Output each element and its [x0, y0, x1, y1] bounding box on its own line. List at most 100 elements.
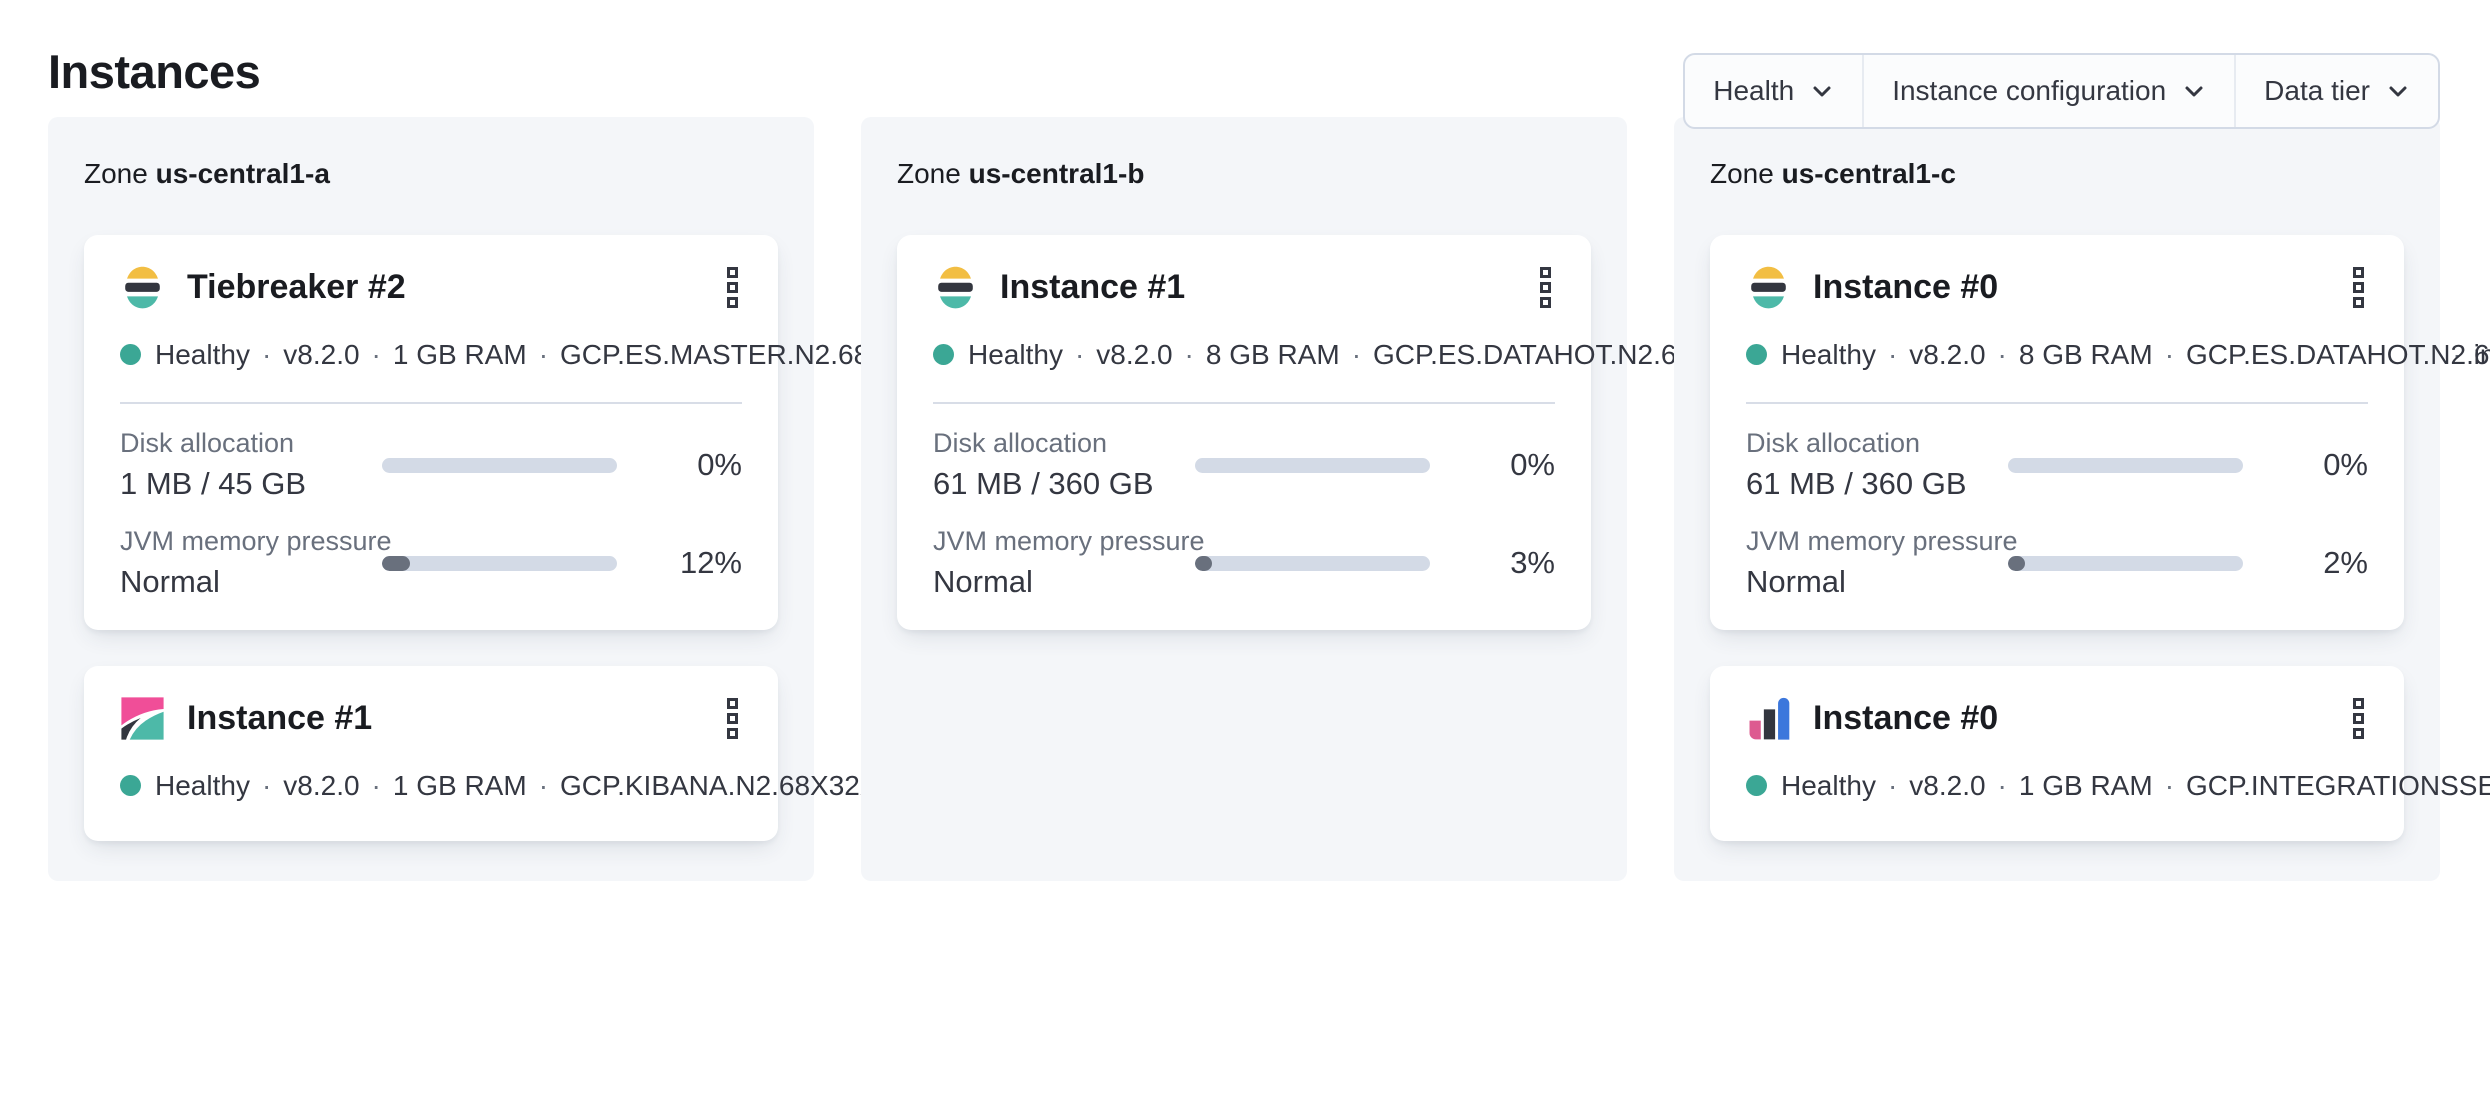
instance-card: Instance #1 Healthy · v8.2.0 · 8 GB RAM · GCP.E… [897, 235, 2490, 630]
meta-token: v8.2.0 [1096, 339, 1173, 370]
progress-bar-track [382, 457, 617, 473]
elasticsearch-logo-icon [125, 266, 160, 309]
meta-separator: · [2452, 339, 2462, 370]
metric-percent: 0% [1510, 447, 1555, 482]
metric-percent: 0% [2323, 447, 2368, 482]
metric-label: JVM memory pressure [1746, 526, 2018, 556]
zone-header: Zone us-central1-a [84, 157, 778, 191]
progress-bar-track [2008, 457, 2243, 473]
instance-card-header: Instance #1 [120, 696, 742, 741]
metric-row: JVM memory pressure Normal 3% [933, 526, 1555, 600]
zone-column-us-central1-b: Zone us-central1-b Instance #1 Healthy · v8.… [861, 117, 2490, 881]
metric-label: Disk allocation [1746, 428, 1921, 458]
metric-label: JVM memory pressure [120, 526, 392, 556]
instance-meta: Healthy · v8.2.0 · 8 GB RAM · GCP.ES.DATAHOT.N… [933, 330, 2490, 380]
meta-separator: · [261, 339, 272, 370]
instance-menu-button[interactable] [723, 696, 742, 741]
meta-token: 1 GB RAM [392, 770, 527, 801]
meta-separator: · [538, 339, 549, 370]
metric-label: Disk allocation [933, 428, 1108, 458]
instance-card: Tiebreaker #2 Healthy · v8.2.0 · 1 GB RAM · GCP… [84, 235, 1183, 630]
filter-button-health[interactable]: Health [1685, 55, 1862, 127]
card-divider [1746, 402, 2368, 404]
metric-row: JVM memory pressure Normal 2% [1746, 526, 2368, 600]
health-dot-icon [1746, 775, 1767, 796]
filter-bar: Health Instance configuration Data tier [1683, 53, 2440, 129]
meta-separator: · [371, 770, 381, 801]
filter-button-instance-configuration[interactable]: Instance configuration [1862, 55, 2234, 127]
zone-name: us-central1-a [155, 158, 330, 189]
metric-text: Disk allocation 1 MB / 45 GB [120, 428, 352, 502]
metric-row: JVM memory pressure Normal 12% [120, 526, 742, 600]
elasticsearch-logo-icon [938, 266, 973, 309]
boxes-vertical-icon [2353, 713, 2364, 724]
instance-meta: Healthy · v8.2.0 · 1 GB RAM · GCP.INTEGRATIONS… [1746, 761, 2490, 811]
metric-text: Disk allocation 61 MB / 360 GB [1746, 428, 1978, 502]
zone-column-us-central1-a: Zone us-central1-a Tiebreaker #2 Healthy · v… [48, 117, 1183, 881]
boxes-vertical-icon [2353, 728, 2364, 739]
instance-card: Instance #1 Healthy · v8.2.0 · 1 GB RAM · GCP.K… [84, 666, 910, 841]
metric-value: 61 MB / 360 GB [1746, 466, 1967, 501]
meta-separator: · [2164, 770, 2175, 801]
meta-token: v8.2.0 [283, 770, 360, 801]
instance-menu-button[interactable] [2349, 265, 2368, 310]
metric-label: JVM memory pressure [933, 526, 1205, 556]
chevron-down-icon [2185, 86, 2203, 97]
filter-button-data-tier[interactable]: Data tier [2234, 55, 2438, 127]
meta-token: 8 GB RAM [2018, 339, 2153, 370]
instance-card-header: Tiebreaker #2 [120, 265, 742, 310]
health-dot-icon [120, 344, 141, 365]
zone-column-us-central1-c: Zone us-central1-c Instance #0 Healthy · v8.… [1674, 117, 2490, 881]
health-status: Healthy [155, 770, 250, 801]
boxes-vertical-icon [1540, 267, 1551, 278]
instance-card-header: Instance #1 [933, 265, 1555, 310]
meta-separator: · [2164, 339, 2175, 370]
health-dot-icon [1746, 344, 1767, 365]
instance-menu-button[interactable] [1536, 265, 1555, 310]
instance-title: Tiebreaker #2 [187, 268, 406, 306]
metric-percent: 12% [679, 545, 742, 580]
metric-percent: 2% [2323, 545, 2368, 580]
metric-text: JVM memory pressure Normal [933, 526, 1205, 600]
instance-meta: Healthy · v8.2.0 · 1 GB RAM · GCP.KIBANA.N2.68… [120, 761, 910, 811]
boxes-vertical-icon [727, 728, 738, 739]
meta-token: v8.2.0 [1909, 770, 1986, 801]
zone-header: Zone us-central1-c [1710, 157, 2404, 191]
meta-token: GCP.ES.DATAHOT.N2.68X32X45 [2186, 339, 2490, 370]
meta-token: GCP.INTEGRATIONSSERVER.N2.68X32X45 [2186, 770, 2490, 801]
kibana-logo-icon [121, 697, 164, 740]
meta-token: v8.2.0 [1909, 339, 1986, 370]
boxes-vertical-icon [727, 297, 738, 308]
progress-bar-track [382, 555, 617, 571]
metric-text: Disk allocation 61 MB / 360 GB [933, 428, 1165, 502]
progress-bar-track [2008, 555, 2243, 571]
metric-row: Disk allocation 61 MB / 360 GB 0% [933, 428, 1555, 502]
instance-title: Instance #1 [1000, 268, 1186, 306]
card-divider [120, 402, 742, 404]
chevron-down-icon [2389, 86, 2407, 97]
health-dot-icon [120, 775, 141, 796]
meta-token: 8 GB RAM [1205, 339, 1340, 370]
instance-menu-button[interactable] [2349, 696, 2368, 741]
meta-separator: · [261, 770, 272, 801]
meta-token: GCP.KIBANA.N2.68X32X45 [560, 770, 910, 801]
metric-text: JVM memory pressure Normal [1746, 526, 2018, 600]
health-status: Healthy [968, 339, 1063, 370]
metric-row: Disk allocation 1 MB / 45 GB 0% [120, 428, 742, 502]
instance-meta: Healthy · v8.2.0 · 1 GB RAM · GCP.ES.MASTER.N2… [120, 330, 1183, 380]
boxes-vertical-icon [727, 267, 738, 278]
metric-value: 1 MB / 45 GB [120, 466, 307, 501]
card-divider [933, 402, 1555, 404]
filter-button-label: Instance configuration [1892, 75, 2167, 106]
boxes-vertical-icon [2353, 282, 2364, 293]
page-header: Instances Health Instance configuration Da… [0, 0, 2490, 129]
page-title: Instances [48, 45, 261, 98]
instance-menu-button[interactable] [723, 265, 742, 310]
instance-meta: Healthy · v8.2.0 · 8 GB RAM · GCP.ES.DATAHOT.N… [1746, 330, 2490, 380]
metric-percent: 3% [1510, 545, 1555, 580]
progress-bar-fill [382, 555, 411, 571]
progress-bar-track [1195, 457, 1430, 473]
boxes-vertical-icon [727, 282, 738, 293]
meta-separator: · [1997, 339, 2007, 370]
progress-bar-track [1195, 555, 1430, 571]
